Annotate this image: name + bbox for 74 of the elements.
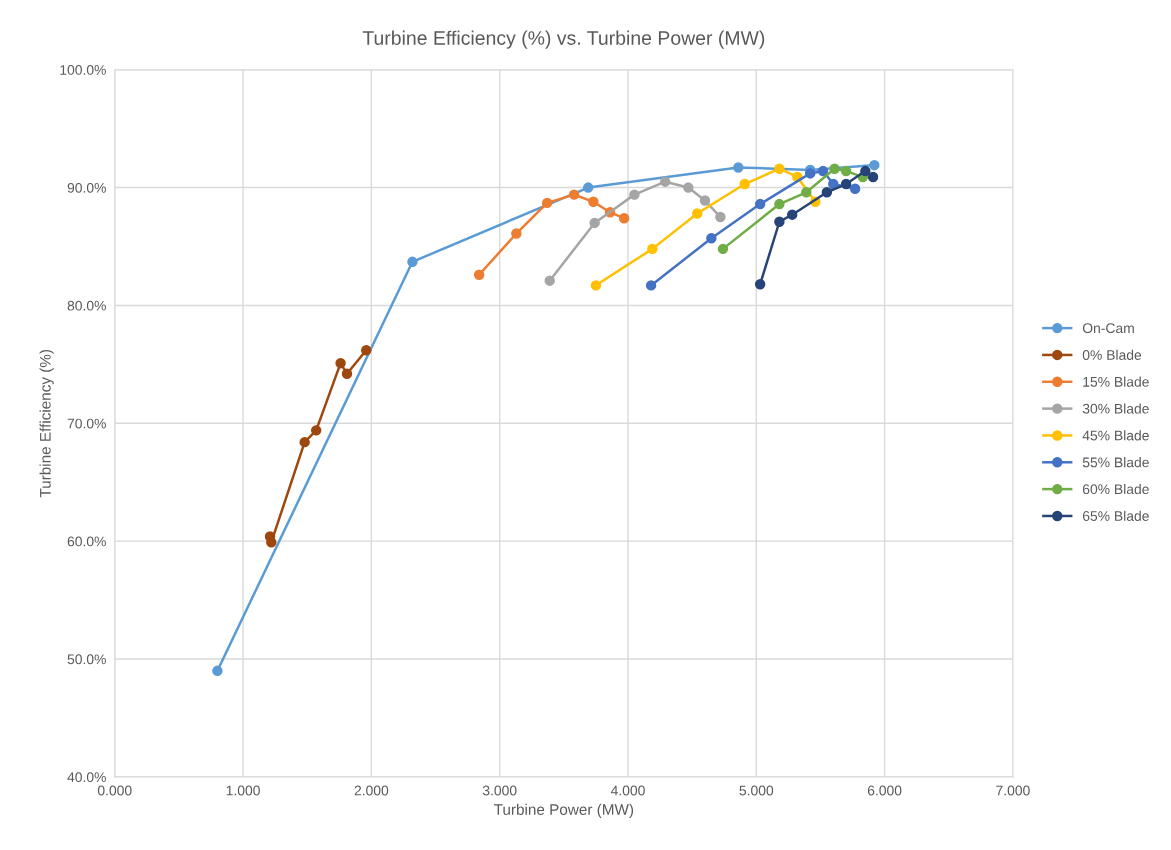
point	[717, 243, 729, 255]
point	[692, 208, 703, 219]
point	[541, 197, 553, 209]
point	[511, 228, 522, 239]
point	[754, 198, 766, 210]
point	[829, 163, 840, 174]
y-tick-label: 100.0%	[60, 65, 106, 75]
point	[715, 211, 726, 223]
point	[849, 183, 861, 194]
point	[804, 168, 816, 179]
point	[361, 345, 372, 356]
x-tick-label: 6.000	[867, 785, 902, 796]
y-tick-label: 50.0%	[67, 654, 106, 665]
y-tick-label: 90.0%	[67, 182, 106, 193]
point	[733, 162, 744, 173]
point	[568, 189, 580, 200]
point	[754, 279, 766, 290]
point	[629, 189, 640, 200]
point	[801, 187, 812, 198]
x-tick-label: 4.000	[610, 785, 645, 796]
legend-label: 55% Blade	[1082, 457, 1149, 468]
point	[774, 163, 785, 174]
chart-title: Turbine Efficiency (%) vs. Turbine Power (MW)	[362, 30, 765, 49]
point	[869, 159, 880, 171]
y-tick-label: 80.0%	[67, 300, 106, 311]
point	[787, 209, 798, 220]
y-axis-title: Turbine Efficiency (%)	[39, 349, 54, 498]
point	[774, 216, 785, 227]
point	[583, 182, 594, 193]
x-tick-label: 3.000	[482, 785, 517, 796]
legend-label: 65% Blade	[1082, 510, 1149, 521]
x-tick-label: 0.000	[97, 785, 132, 796]
legend-label: 30% Blade	[1082, 403, 1149, 414]
legend-label: 0% Blade	[1082, 349, 1142, 360]
point	[645, 280, 657, 291]
point	[588, 196, 599, 207]
y-tick-label: 40.0%	[67, 772, 106, 783]
point	[590, 280, 602, 291]
x-axis-title: Turbine Power (MW)	[494, 803, 634, 818]
point	[212, 665, 223, 677]
point	[739, 178, 750, 190]
point	[817, 165, 829, 177]
point	[828, 178, 839, 190]
point	[266, 537, 277, 548]
point	[860, 165, 871, 177]
x-tick-label: 1.000	[226, 785, 260, 796]
point	[659, 176, 671, 187]
legend-label: 15% Blade	[1083, 376, 1149, 387]
point	[310, 425, 322, 436]
point	[335, 357, 346, 369]
y-tick-label: 70.0%	[67, 418, 106, 429]
point	[706, 233, 717, 244]
x-tick-label: 5.000	[739, 785, 774, 796]
legend-label: On-Cam	[1082, 323, 1134, 334]
legend-label: 45% Blade	[1082, 430, 1149, 441]
point	[867, 171, 879, 183]
point	[774, 198, 785, 210]
point	[647, 243, 658, 255]
x-tick-label: 7.000	[996, 785, 1030, 796]
point	[840, 178, 852, 190]
point	[821, 187, 833, 198]
point	[341, 368, 353, 380]
point	[473, 269, 485, 280]
point	[840, 165, 852, 177]
legend-label: 60% Blade	[1082, 483, 1149, 495]
point	[589, 217, 600, 229]
y-tick-label: 60.0%	[67, 536, 106, 547]
point	[407, 256, 418, 268]
point	[699, 195, 711, 206]
point	[618, 213, 630, 224]
point	[683, 182, 694, 193]
x-tick-label: 2.000	[354, 785, 389, 796]
point	[544, 275, 555, 286]
point	[299, 436, 310, 448]
